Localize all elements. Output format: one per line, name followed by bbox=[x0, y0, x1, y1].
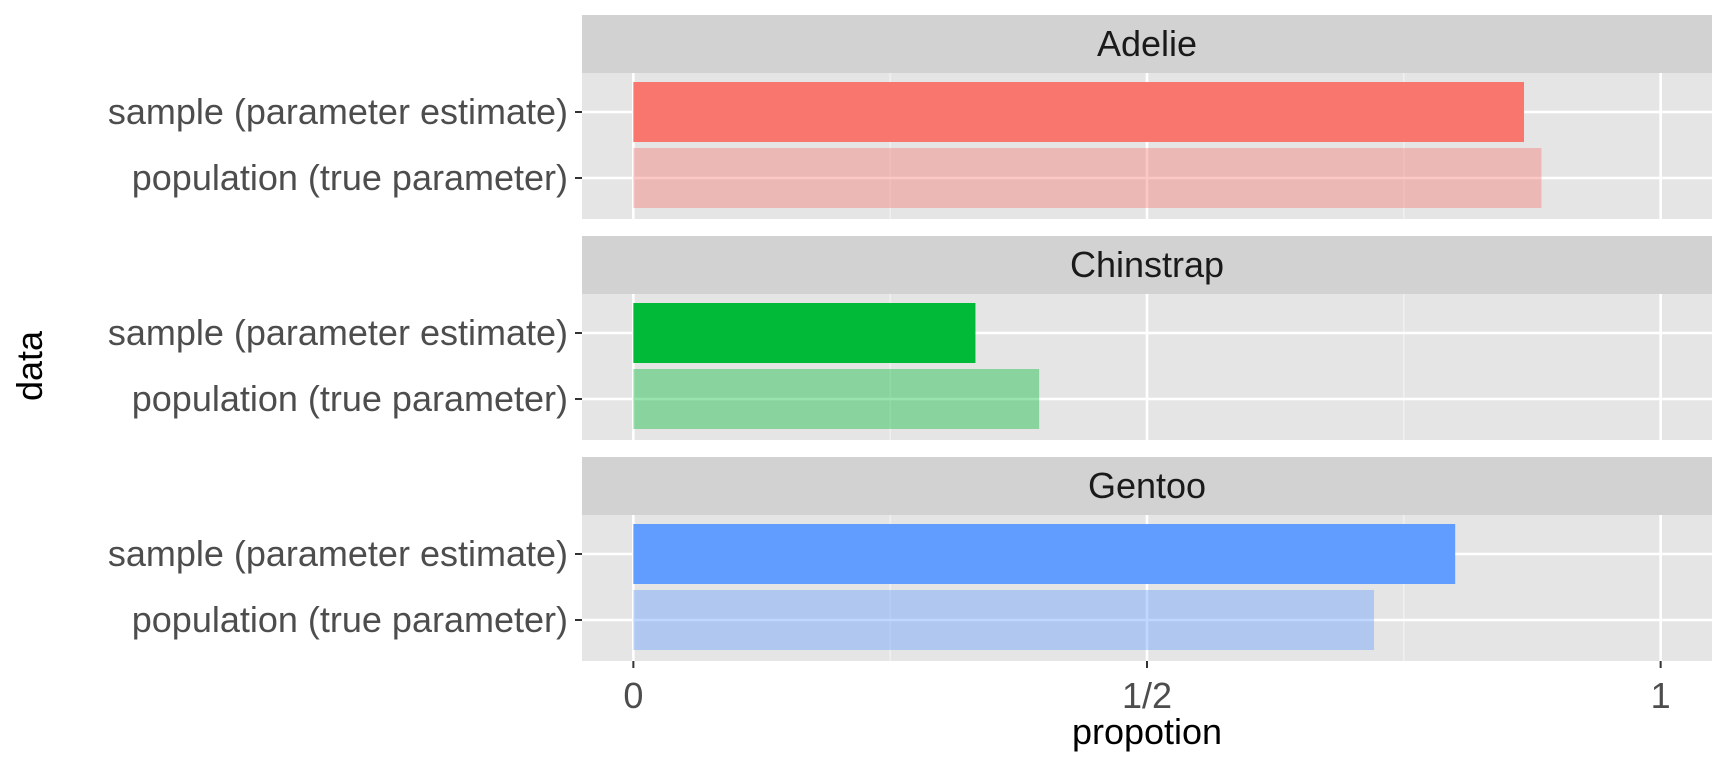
facet-strip bbox=[582, 236, 1712, 294]
y-tick-label: sample (parameter estimate) bbox=[108, 312, 568, 353]
facet-strip bbox=[582, 457, 1712, 515]
facet-gentoo: Gentoo sample (parameter estimate) populat… bbox=[108, 457, 1712, 661]
bar-gentoo-population bbox=[633, 590, 1375, 650]
facet-strip bbox=[582, 15, 1712, 73]
y-tick-label: population (true parameter) bbox=[132, 599, 568, 640]
y-tick-label: sample (parameter estimate) bbox=[108, 533, 568, 574]
x-axis: 0 1/2 1 bbox=[623, 661, 1671, 716]
bar-adelie-sample bbox=[633, 82, 1525, 142]
y-axis-title: data bbox=[9, 330, 50, 401]
facet-strip-label: Chinstrap bbox=[1070, 244, 1224, 285]
facet-strip-label: Adelie bbox=[1097, 23, 1197, 64]
facet-panels: Adelie sample (parameter estimate) populat… bbox=[108, 15, 1712, 661]
x-tick-label: 1 bbox=[1651, 675, 1671, 716]
y-tick-label: population (true parameter) bbox=[132, 378, 568, 419]
x-tick-label: 0 bbox=[623, 675, 643, 716]
x-axis-title: propotion bbox=[1072, 711, 1222, 752]
facet-strip-label: Gentoo bbox=[1088, 465, 1206, 506]
y-tick-label: population (true parameter) bbox=[132, 157, 568, 198]
y-tick-label: sample (parameter estimate) bbox=[108, 91, 568, 132]
bar-gentoo-sample bbox=[633, 524, 1456, 584]
bar-adelie-population bbox=[633, 148, 1542, 208]
bar-chinstrap-population bbox=[633, 369, 1040, 429]
x-tick-label: 1/2 bbox=[1122, 675, 1172, 716]
bar-chinstrap-sample bbox=[633, 303, 976, 363]
facet-adelie: Adelie sample (parameter estimate) populat… bbox=[108, 15, 1712, 219]
facet-chinstrap: Chinstrap sample (parameter estimate) popu… bbox=[108, 236, 1712, 440]
